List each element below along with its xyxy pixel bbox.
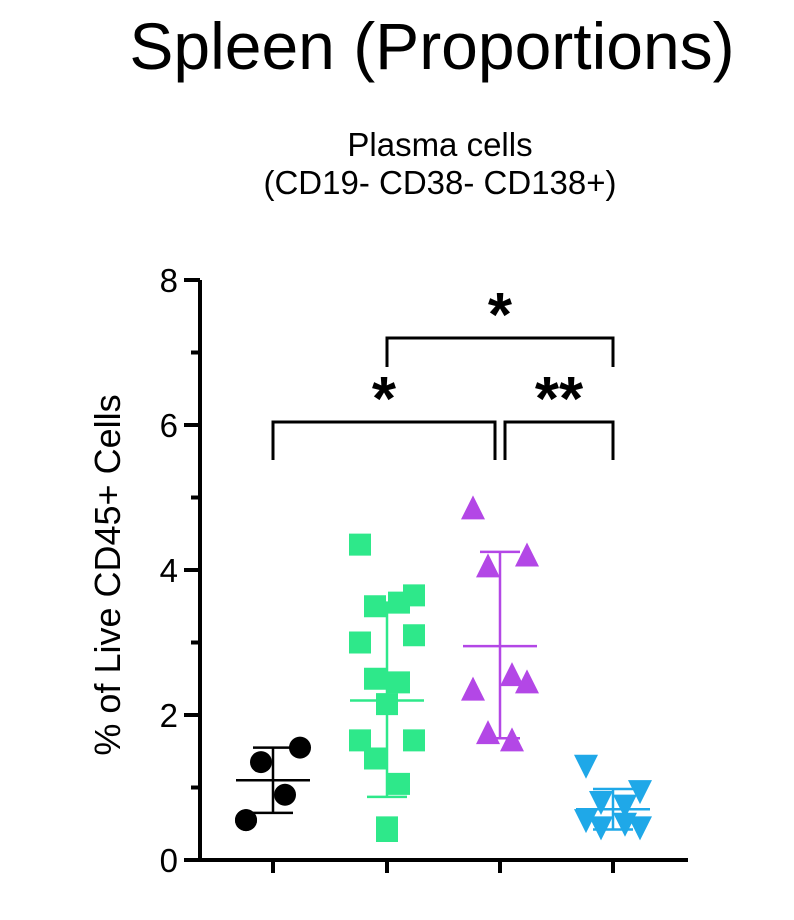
data-point-square bbox=[403, 624, 425, 647]
significance-bracket bbox=[503, 420, 615, 460]
data-point-triangle-up bbox=[461, 676, 485, 701]
data-point-square bbox=[349, 729, 371, 752]
data-point-triangle-up bbox=[515, 542, 539, 567]
subtitle-line-2: (CD19- CD38- CD138+) bbox=[263, 164, 617, 201]
subtitle-line-1: Plasma cells bbox=[347, 126, 533, 163]
data-marks bbox=[235, 495, 652, 842]
data-point-square bbox=[376, 816, 398, 839]
data-point-circle bbox=[289, 736, 311, 759]
data-point-square bbox=[349, 631, 371, 654]
data-point-circle bbox=[274, 783, 296, 806]
data-point-triangle-down bbox=[628, 780, 652, 805]
data-point-triangle-down bbox=[589, 791, 613, 815]
data-point-square bbox=[388, 671, 410, 694]
y-tick-label: 8 bbox=[160, 262, 178, 299]
data-point-triangle-up bbox=[476, 553, 500, 578]
data-point-square bbox=[403, 729, 425, 752]
y-tick-label: 4 bbox=[160, 552, 178, 589]
data-point-triangle-down bbox=[613, 812, 637, 837]
data-point-circle bbox=[235, 809, 257, 832]
significance-label: * bbox=[372, 365, 397, 434]
chart-title: Spleen (Proportions) bbox=[129, 9, 735, 83]
y-tick-label: 0 bbox=[160, 842, 178, 879]
data-point-circle bbox=[250, 751, 272, 774]
significance-bracket bbox=[271, 420, 497, 460]
data-point-triangle-up bbox=[476, 720, 500, 745]
y-axis-label: % of Live CD45+ Cells bbox=[87, 394, 128, 755]
data-point-triangle-down bbox=[574, 809, 598, 834]
axes: 0 2 4 6 8 bbox=[160, 262, 688, 879]
data-point-triangle-up bbox=[515, 669, 539, 694]
data-point-square bbox=[364, 747, 386, 770]
data-point-triangle-down bbox=[574, 754, 598, 779]
data-point-triangle-up bbox=[461, 495, 485, 520]
chart-subtitle: Plasma cells (CD19- CD38- CD138+) bbox=[170, 126, 710, 202]
data-point-triangle-up bbox=[500, 662, 524, 687]
significance-label: ** bbox=[535, 365, 584, 434]
data-point-square bbox=[364, 667, 386, 690]
significance-bracket bbox=[385, 336, 615, 367]
y-tick-label: 2 bbox=[160, 697, 178, 734]
data-point-triangle-down bbox=[628, 816, 652, 841]
data-point-square bbox=[388, 772, 410, 795]
data-point-square bbox=[349, 533, 371, 556]
data-point-square bbox=[364, 595, 386, 618]
data-point-triangle-down bbox=[613, 794, 637, 819]
significance-brackets: ** ** bbox=[271, 281, 615, 460]
y-tick-label: 6 bbox=[160, 407, 178, 444]
significance-label: * bbox=[488, 281, 513, 350]
